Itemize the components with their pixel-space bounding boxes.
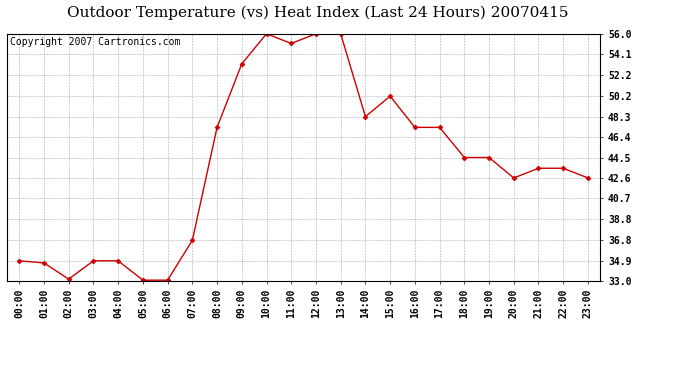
Text: Outdoor Temperature (vs) Heat Index (Last 24 Hours) 20070415: Outdoor Temperature (vs) Heat Index (Las…	[67, 6, 568, 20]
Text: Copyright 2007 Cartronics.com: Copyright 2007 Cartronics.com	[10, 38, 180, 48]
